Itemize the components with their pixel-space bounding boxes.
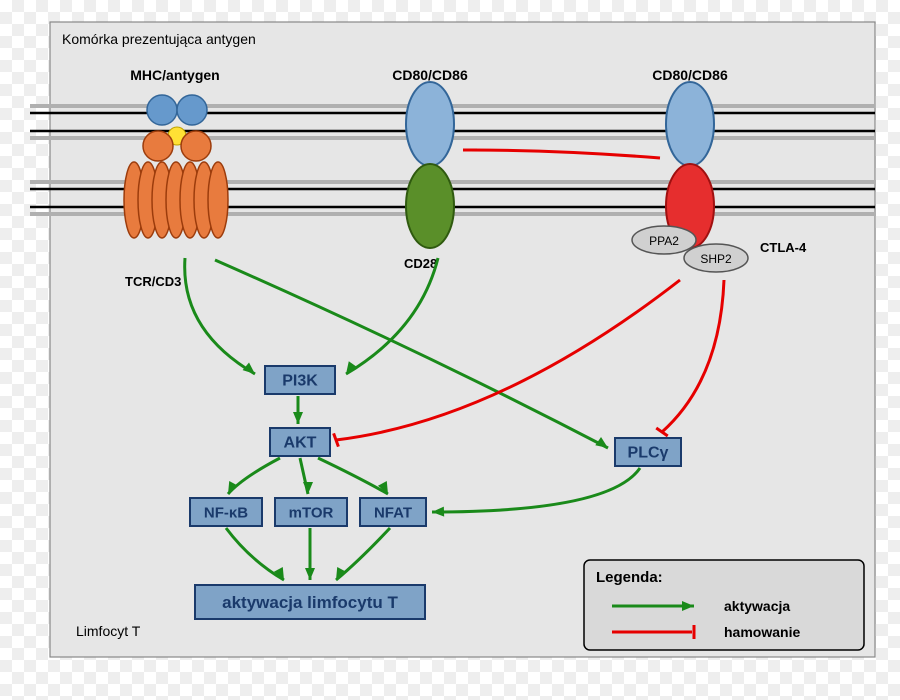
svg-text:CD28: CD28: [404, 256, 437, 271]
svg-text:CTLA-4: CTLA-4: [760, 240, 807, 255]
svg-text:CD80/CD86: CD80/CD86: [652, 67, 728, 83]
diagram-svg: Komórka prezentująca antygen Limfocyt T MH…: [0, 0, 900, 700]
svg-text:TCR/CD3: TCR/CD3: [125, 274, 181, 289]
svg-text:aktywacja limfocytu T: aktywacja limfocytu T: [222, 593, 398, 612]
svg-text:aktywacja: aktywacja: [724, 598, 790, 614]
svg-text:Legenda:: Legenda:: [596, 569, 663, 586]
apc-title: Komórka prezentująca antygen: [62, 31, 256, 47]
diagram-stage: Komórka prezentująca antygen Limfocyt T MH…: [0, 0, 900, 700]
svg-text:hamowanie: hamowanie: [724, 624, 800, 640]
svg-text:PLCγ: PLCγ: [628, 445, 669, 462]
tcell-title: Limfocyt T: [76, 623, 141, 639]
svg-text:mTOR: mTOR: [289, 504, 334, 521]
svg-text:MHC/antygen: MHC/antygen: [130, 67, 219, 83]
svg-text:CD80/CD86: CD80/CD86: [392, 67, 468, 83]
svg-text:NFAT: NFAT: [374, 504, 412, 521]
svg-text:PPA2: PPA2: [649, 234, 679, 248]
svg-text:PI3K: PI3K: [282, 373, 318, 390]
svg-text:NF-κB: NF-κB: [204, 504, 248, 521]
svg-text:AKT: AKT: [284, 435, 317, 452]
svg-text:SHP2: SHP2: [700, 252, 732, 266]
